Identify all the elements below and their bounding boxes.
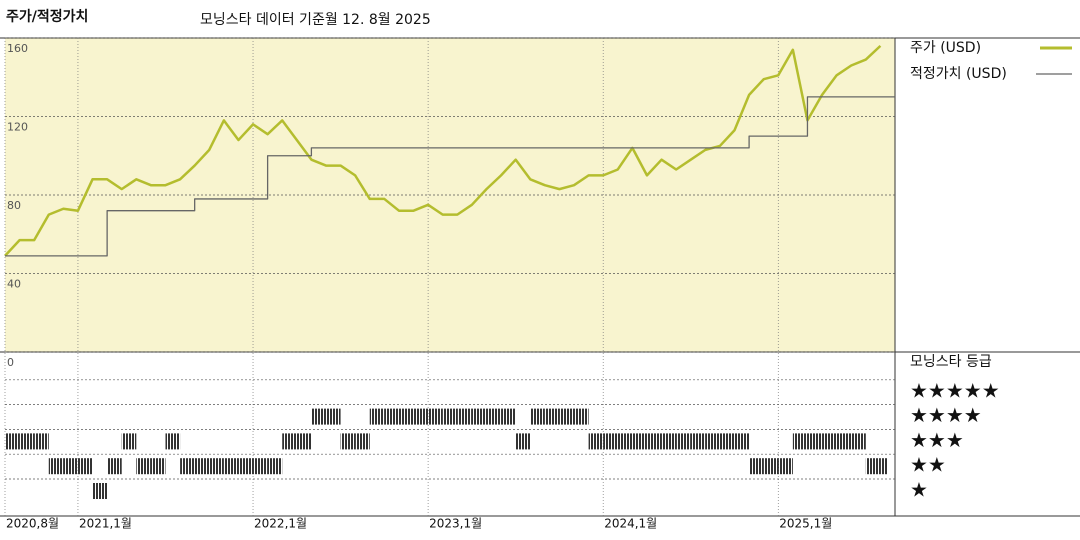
rating-bar (588, 433, 604, 450)
rating-bar (63, 458, 78, 475)
rating-bar (296, 433, 312, 450)
rating-bar (311, 408, 326, 425)
rating-bar (282, 433, 297, 450)
y-tick-label: 120 (7, 121, 28, 134)
rating-bar (792, 433, 808, 450)
y-tick-label: 80 (7, 199, 21, 212)
rating-bar (763, 458, 779, 475)
rating-bar (574, 408, 589, 425)
rating-bar (617, 433, 633, 450)
rating-bar (48, 458, 64, 475)
rating-bar (194, 458, 210, 475)
rating-bar (34, 433, 49, 450)
rating-bar (705, 433, 720, 450)
y-tick-label: 40 (7, 278, 21, 291)
rating-bar (719, 433, 735, 450)
rating-bar (253, 458, 268, 475)
rating-bar (544, 408, 560, 425)
x-tick-label: 2021,1월 (79, 517, 132, 531)
rating-bar (749, 458, 764, 475)
rating-bar (734, 433, 750, 450)
rating-bar (107, 458, 122, 475)
rating-bar (413, 408, 429, 425)
rating-bar (369, 408, 385, 425)
legend-label: 적정가치 (USD) (910, 66, 1007, 82)
rating-bar (457, 408, 472, 425)
rating-label: ★★ (910, 453, 946, 477)
rating-bar (267, 458, 283, 475)
rating-bar (559, 408, 575, 425)
rating-bar (851, 433, 866, 450)
rating-bar (530, 408, 545, 425)
chart-title: 주가/적정가치 (6, 8, 88, 25)
rating-label: ★★★ (910, 428, 964, 452)
rating-bar (836, 433, 852, 450)
rating-bar (632, 433, 647, 450)
rating-bar (501, 408, 516, 425)
rating-bar (92, 483, 108, 499)
rating-bar (880, 458, 888, 475)
rating-bar (165, 433, 181, 450)
rating-bar (486, 408, 502, 425)
rating-label: ★ (910, 478, 928, 502)
rating-bar (180, 458, 195, 475)
rating-bar (19, 433, 35, 450)
rating-bar (5, 433, 20, 450)
rating-bar (807, 433, 823, 450)
rating-bar (150, 458, 166, 475)
x-tick-label: 2024,1월 (604, 517, 657, 531)
rating-bar (646, 433, 662, 450)
rating-bar (471, 408, 487, 425)
x-tick-label: 2023,1월 (429, 517, 482, 531)
rating-label: ★★★★★ (910, 378, 1000, 402)
rating-bar (355, 433, 370, 450)
legend-label: 주가 (USD) (910, 40, 981, 56)
rating-bar (676, 433, 691, 450)
rating-bar (428, 408, 443, 425)
rating-bar (603, 433, 618, 450)
rating-bar (209, 458, 224, 475)
y-tick-label: 0 (7, 356, 14, 369)
rating-bar (121, 433, 137, 450)
rating-bar (223, 458, 239, 475)
series-line (4, 44, 882, 257)
rating-bar (778, 458, 793, 475)
rating-bar (822, 433, 837, 450)
rating-label: ★★★★ (910, 403, 982, 427)
rating-bar (238, 458, 254, 475)
series-line (5, 96, 895, 257)
x-tick-label: 2022,1월 (254, 517, 307, 531)
rating-bar (340, 433, 356, 450)
x-tick-label: 2020,8월 (6, 517, 59, 531)
rating-bar (136, 458, 151, 475)
chart-subtitle: 모닝스타 데이터 기준월 12. 8월 2025 (200, 12, 431, 28)
rating-bar (661, 433, 677, 450)
rating-bar (77, 458, 93, 475)
rating-bar (442, 408, 458, 425)
y-tick-label: 160 (7, 42, 28, 55)
rating-bar (515, 433, 531, 450)
rating-bar (690, 433, 706, 450)
rating-bar (398, 408, 414, 425)
x-tick-label: 2025,1월 (779, 517, 832, 531)
rating-bar (865, 458, 881, 475)
rating-title: 모닝스타 등급 (910, 354, 992, 370)
rating-bar (325, 408, 341, 425)
rating-bar (384, 408, 399, 425)
